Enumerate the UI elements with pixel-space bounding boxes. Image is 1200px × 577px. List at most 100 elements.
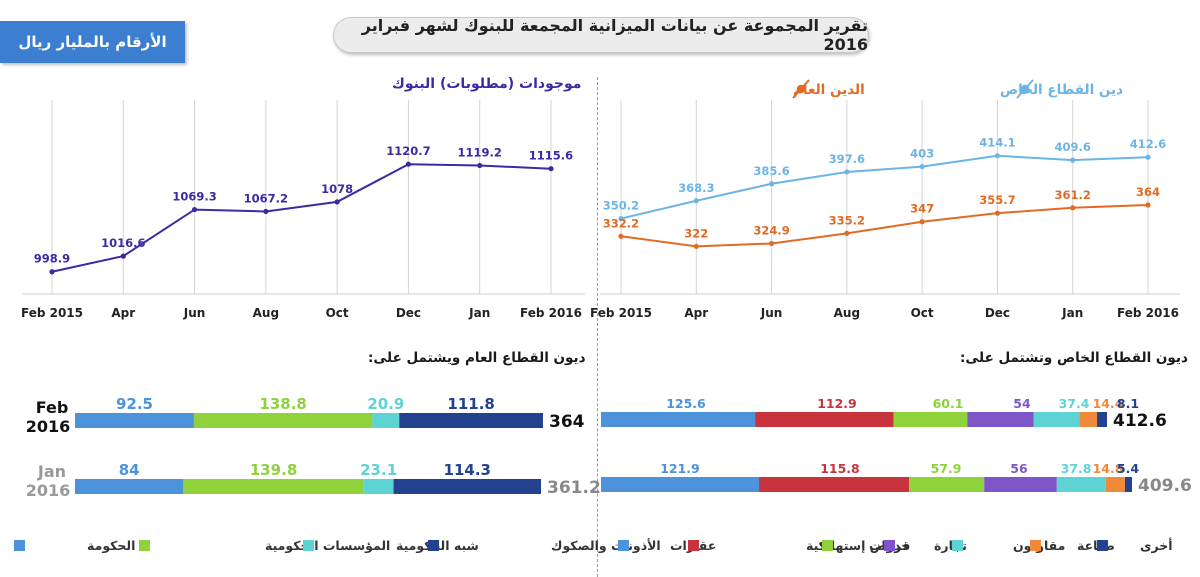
data-label: 111.8	[447, 395, 494, 413]
data-label: 998.9	[34, 252, 70, 266]
series-line	[620, 154, 1149, 220]
legend-label: الدين العام	[793, 82, 865, 98]
chart-title: موجودات (مطلوبات) البنوك	[392, 76, 581, 92]
panel-divider	[597, 77, 598, 577]
legend-swatch	[884, 540, 895, 551]
stacked-bar-segment	[1033, 412, 1080, 427]
data-point	[334, 199, 340, 205]
data-point	[1070, 205, 1076, 211]
data-label: 8.1	[1117, 396, 1139, 411]
stacked-bar-segment	[193, 413, 373, 428]
x-tick-label: Feb 2015	[590, 306, 652, 320]
data-label: 121.9	[660, 461, 700, 476]
stacked-bar-segment	[967, 412, 1034, 427]
x-tick-label: Aug	[253, 306, 279, 320]
stacked-bar-segment	[372, 413, 400, 428]
legend-marker-icon	[1020, 84, 1030, 94]
data-label: 1078	[321, 182, 353, 196]
data-label: 125.6	[666, 396, 706, 411]
legend-label: الحكومة	[87, 538, 135, 553]
stacked-bar-segment	[601, 412, 756, 427]
data-point	[919, 219, 925, 225]
series-line	[620, 204, 1149, 248]
data-label: 14.4	[1093, 396, 1124, 411]
data-point	[1145, 202, 1151, 208]
data-label: 385.6	[753, 164, 789, 178]
data-label: 350.2	[603, 199, 639, 213]
stacked-bar-segment	[1097, 412, 1107, 427]
legend-label: أخرى	[1140, 537, 1173, 553]
legend-swatch	[14, 540, 25, 551]
data-label: 355.7	[979, 193, 1015, 207]
data-label: 368.3	[678, 181, 714, 195]
data-point	[844, 230, 850, 236]
data-label: 361.2	[1055, 188, 1091, 202]
bar-total: 412.6	[1113, 411, 1167, 431]
x-tick-label: Jun	[760, 306, 783, 320]
data-label: 23.1	[360, 461, 397, 479]
data-label: 332.2	[603, 216, 639, 230]
stacked-bar-segment	[399, 413, 543, 428]
stacked-bar-segment	[1105, 477, 1125, 492]
data-point	[768, 240, 775, 247]
x-tick-label: Feb 2016	[520, 306, 582, 320]
legend-swatch	[139, 540, 150, 551]
data-label: 397.6	[829, 152, 865, 166]
x-tick-label: Dec	[985, 306, 1010, 320]
data-label: 347	[910, 202, 934, 216]
data-point	[994, 210, 1001, 216]
data-point	[120, 253, 126, 259]
legend-swatch	[952, 540, 963, 551]
data-point	[618, 233, 624, 239]
data-label: 14.8	[1093, 461, 1124, 476]
data-point	[49, 269, 55, 275]
data-label: 1069.3	[172, 190, 216, 204]
stacked-bar-segment	[1079, 412, 1098, 427]
data-label: 92.5	[116, 395, 153, 413]
legend-label: المؤسسات الحكومية	[265, 538, 390, 553]
unit-label: الأرقام بالمليار ريال	[0, 21, 185, 63]
x-tick-label: Apr	[111, 306, 135, 320]
data-label: 403	[910, 147, 934, 161]
data-label: 54	[1013, 396, 1031, 411]
bar-total: 361.2	[547, 478, 601, 498]
legend-swatch	[1097, 540, 1108, 551]
x-tick-label: Aug	[834, 306, 860, 320]
data-label: 1120.7	[386, 144, 430, 158]
legend-swatch	[618, 540, 629, 551]
legend-swatch	[303, 540, 314, 551]
series-line	[51, 163, 552, 273]
stacked-bar-segment	[393, 479, 541, 494]
data-label: 414.1	[979, 136, 1015, 150]
stacked-bar-segment	[759, 477, 910, 492]
stacked-bar-segment	[75, 479, 184, 494]
data-label: 60.1	[933, 396, 964, 411]
data-label: 409.6	[1055, 140, 1091, 154]
row-label: 2016	[26, 481, 71, 500]
data-point	[548, 166, 554, 172]
stacked-bar-segment	[1056, 477, 1106, 492]
data-point	[1145, 154, 1151, 160]
x-tick-label: Oct	[911, 306, 934, 320]
data-label: 5.4	[1117, 461, 1139, 476]
stacked-bar-segment	[755, 412, 894, 427]
data-label: 139.8	[250, 461, 297, 479]
legend-swatch	[1030, 540, 1041, 551]
data-label: 115.8	[820, 461, 860, 476]
data-point	[994, 153, 1001, 159]
legend-label: صناعة	[1077, 538, 1115, 553]
row-label: Jan	[37, 462, 66, 481]
data-point	[263, 208, 269, 215]
legend-swatch	[428, 540, 439, 551]
stacked-bar-segment	[363, 479, 394, 494]
legend-marker-icon	[796, 84, 806, 94]
legend-swatch	[688, 540, 699, 551]
x-tick-label: Apr	[684, 306, 708, 320]
legend-swatch	[822, 540, 833, 551]
data-point	[693, 243, 699, 249]
stacked-bar-segment	[909, 477, 985, 492]
data-label: 138.8	[259, 395, 306, 413]
data-label: 364	[1136, 185, 1160, 199]
row-label: 2016	[26, 417, 71, 436]
x-tick-label: Oct	[326, 306, 349, 320]
